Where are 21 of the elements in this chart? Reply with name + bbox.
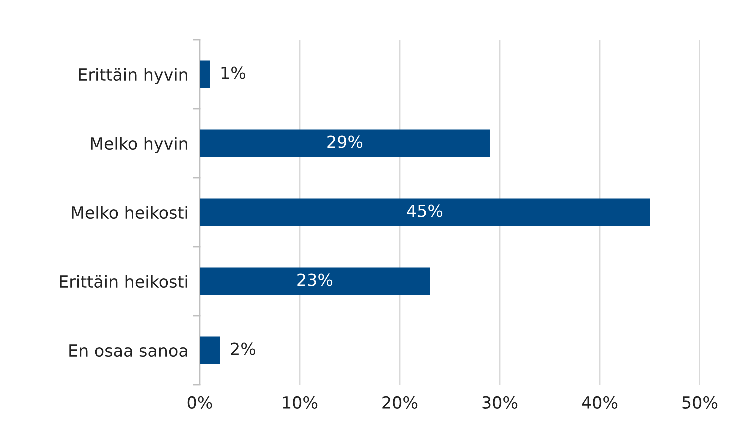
y-tick-label: Melko heikosti [72, 206, 188, 220]
x-tick-label: 20% [382, 396, 418, 410]
y-tick-label: Melko hyvin [91, 137, 188, 154]
data-label: 23% [298, 274, 333, 286]
bar [200, 268, 430, 296]
bar [200, 130, 490, 158]
y-tick-label: En osaa sanoa [70, 344, 188, 358]
bar [200, 60, 210, 88]
bar [200, 198, 650, 226]
x-tick-label: 50% [682, 396, 718, 410]
x-tick-label: 10% [283, 396, 318, 410]
data-label: 29% [328, 136, 363, 148]
data-label: 45% [407, 204, 443, 218]
data-label: 1% [222, 66, 246, 80]
x-tick-label: 40% [582, 396, 618, 410]
data-label: 2% [231, 342, 256, 356]
bar [200, 336, 220, 364]
y-tick-label: Erittäin heikosti [60, 275, 188, 288]
y-tick-label: Erittäin hyvin [79, 68, 188, 84]
x-tick-label: 0% [188, 396, 212, 410]
x-tick-label: 30% [482, 396, 518, 410]
